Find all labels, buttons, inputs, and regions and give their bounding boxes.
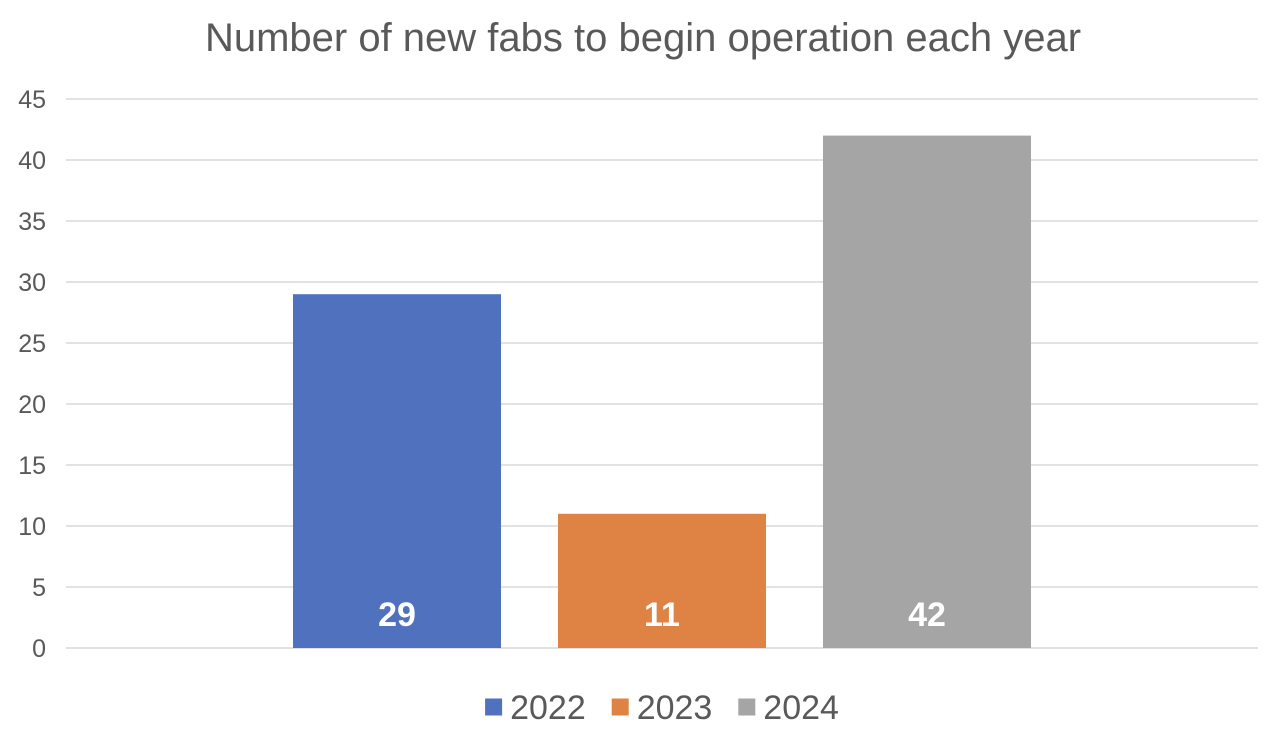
y-axis-tick-labels: 0 5 10 15 20 25 30 35 40 45	[18, 86, 46, 663]
legend-label: 2023	[637, 689, 713, 727]
bar-2023	[558, 513, 766, 648]
legend-item-2023: 2023	[611, 689, 713, 727]
legend-label: 2022	[510, 689, 586, 727]
chart-title: Number of new fabs to begin operation ea…	[205, 16, 1081, 60]
data-labels: 29 11 42	[378, 596, 946, 634]
y-tick-label: 10	[18, 513, 46, 541]
y-tick-label: 35	[18, 208, 46, 236]
y-tick-label: 30	[18, 269, 46, 297]
legend: 2022 2023 2024	[485, 689, 839, 727]
y-tick-label: 40	[18, 147, 46, 175]
legend-swatch	[738, 698, 756, 716]
data-label-2023: 11	[644, 596, 680, 634]
gridlines	[66, 98, 1258, 649]
legend-swatch	[611, 698, 629, 716]
legend-item-2024: 2024	[738, 689, 839, 727]
y-tick-label: 45	[18, 86, 46, 114]
y-tick-label: 15	[18, 452, 46, 480]
y-tick-label: 5	[32, 574, 46, 602]
data-label-2022: 29	[378, 596, 416, 634]
bar-2024	[823, 135, 1031, 649]
bar-2022	[293, 294, 501, 648]
data-label-2024: 42	[908, 596, 946, 634]
legend-item-2022: 2022	[485, 689, 586, 727]
y-tick-label: 25	[18, 330, 46, 358]
y-tick-label: 0	[32, 635, 46, 663]
y-tick-label: 20	[18, 391, 46, 419]
legend-label: 2024	[763, 689, 839, 727]
bars	[293, 135, 1031, 649]
legend-swatch	[485, 698, 503, 716]
